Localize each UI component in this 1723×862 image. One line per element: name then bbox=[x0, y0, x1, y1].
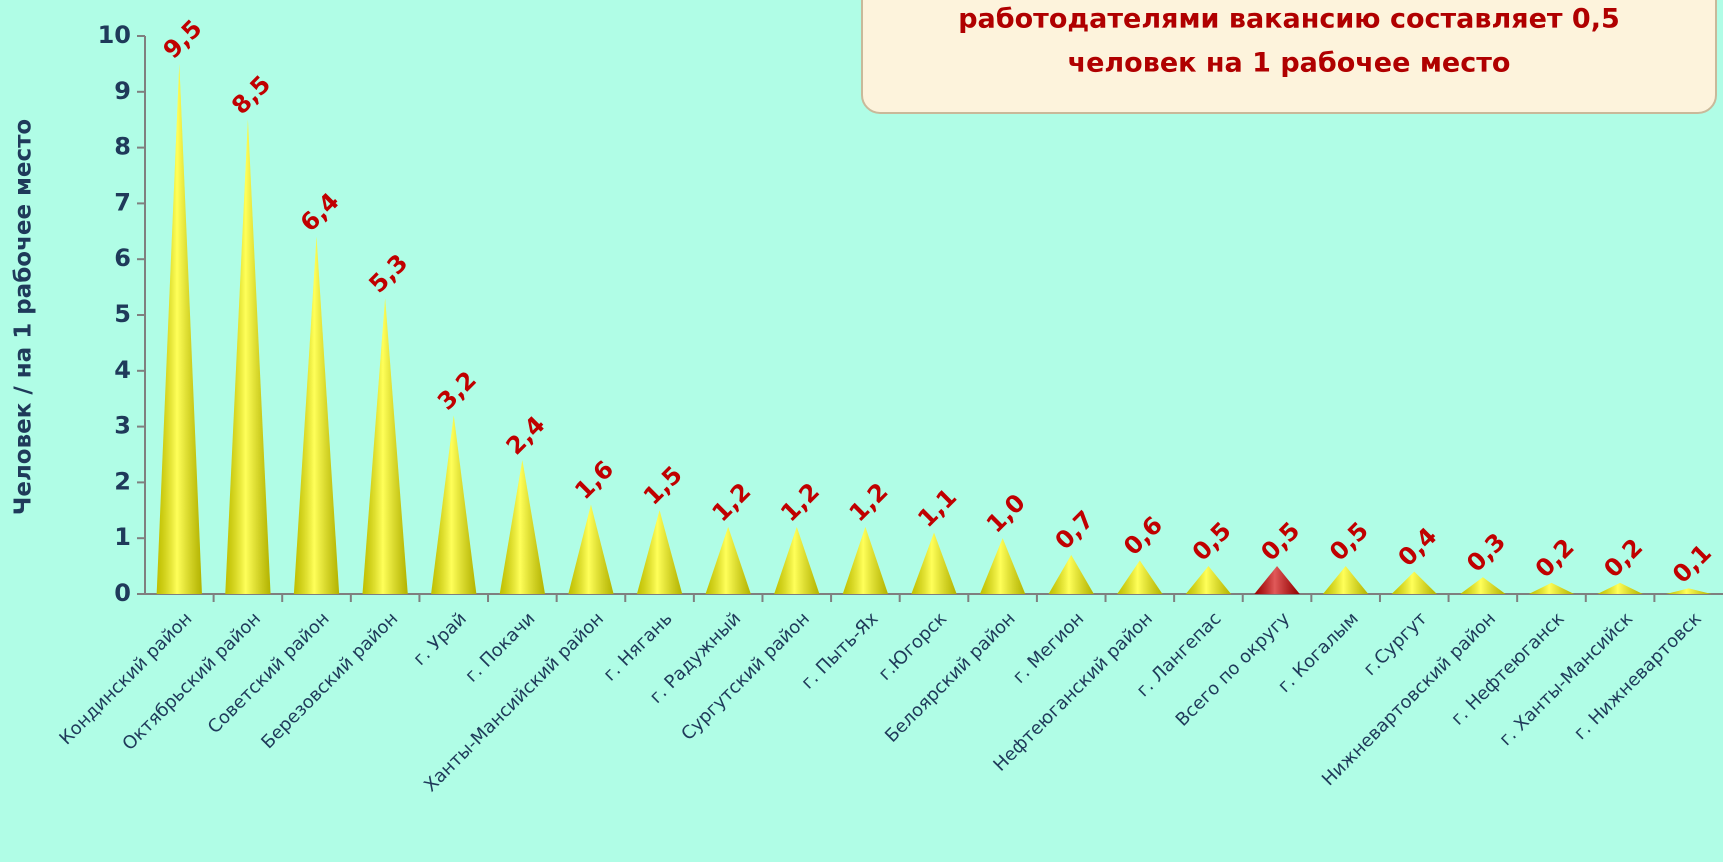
x-tick-label: г. Нефтеюганск bbox=[1447, 608, 1568, 729]
value-label: 0,6 bbox=[1118, 511, 1168, 561]
value-label: 0,5 bbox=[1187, 516, 1237, 566]
value-label: 0,7 bbox=[1050, 505, 1100, 555]
cone-shade bbox=[1323, 566, 1369, 594]
cone-shade bbox=[156, 63, 202, 594]
value-label: 1,6 bbox=[569, 455, 619, 505]
y-tick-label: 2 bbox=[114, 467, 131, 495]
cone-shade bbox=[636, 510, 683, 594]
cone-shade bbox=[842, 527, 889, 594]
value-label: 1,2 bbox=[707, 477, 757, 527]
x-tick-label: Белоярский район bbox=[881, 608, 1020, 747]
x-tick-label: Сургутский район bbox=[677, 608, 814, 745]
annotation: человек на 1 рабочее место bbox=[1068, 48, 1511, 79]
value-label: 1,0 bbox=[981, 489, 1031, 539]
cone-shade bbox=[1391, 571, 1437, 594]
value-label: 0,2 bbox=[1598, 533, 1648, 583]
y-tick-label: 4 bbox=[114, 356, 131, 384]
x-tick-label: Октябрьский район bbox=[118, 608, 265, 755]
value-label: 1,1 bbox=[912, 483, 962, 533]
value-label: 3,2 bbox=[432, 366, 482, 416]
x-tick-label: г. Нижневартовск bbox=[1570, 608, 1706, 744]
x-tick-label: г.Сургут bbox=[1360, 608, 1432, 680]
value-label: 1,5 bbox=[638, 461, 688, 511]
cone-shade bbox=[1254, 566, 1300, 594]
y-tick-label: 1 bbox=[114, 523, 131, 551]
value-label: 1,2 bbox=[775, 477, 825, 527]
cone-shade bbox=[1528, 582, 1575, 594]
cone-shade bbox=[1185, 566, 1232, 594]
y-tick-label: 7 bbox=[114, 188, 131, 216]
y-tick-label: 3 bbox=[114, 412, 131, 440]
value-label: 8,5 bbox=[226, 70, 276, 120]
cone-shade bbox=[1666, 588, 1712, 594]
value-label: 1,2 bbox=[844, 477, 894, 527]
value-label: 5,3 bbox=[363, 249, 413, 299]
x-tick-label: Советский район bbox=[204, 608, 334, 738]
value-label: 6,4 bbox=[295, 187, 345, 237]
value-label: 2,4 bbox=[501, 410, 551, 460]
cone-shade bbox=[499, 460, 545, 594]
y-tick-label: 9 bbox=[114, 77, 131, 105]
value-label: 0,2 bbox=[1530, 533, 1580, 583]
x-tick-label: Всего по округу bbox=[1172, 608, 1295, 731]
cone-shade bbox=[362, 298, 408, 594]
value-label: 0,4 bbox=[1393, 522, 1443, 572]
y-tick-label: 6 bbox=[114, 244, 131, 272]
annotation: работодателями вакансию составляет 0,5 bbox=[958, 4, 1620, 35]
x-tick-label: г. Урай bbox=[409, 608, 471, 670]
cone-shade bbox=[431, 415, 477, 594]
cone-shade bbox=[774, 527, 820, 594]
y-tick-label: 8 bbox=[114, 133, 131, 161]
x-tick-label: Кондинский район bbox=[55, 608, 196, 749]
value-label: 9,5 bbox=[158, 14, 208, 64]
value-label: 0,5 bbox=[1255, 516, 1305, 566]
annotation-box bbox=[861, 0, 1717, 114]
cone-shade bbox=[568, 504, 614, 594]
value-label: 0,1 bbox=[1667, 539, 1717, 589]
cone-shade bbox=[911, 532, 957, 594]
value-label: 0,3 bbox=[1461, 528, 1511, 578]
y-tick-label: 10 bbox=[98, 21, 131, 49]
value-label: 0,5 bbox=[1324, 516, 1374, 566]
cone-shade bbox=[293, 236, 340, 594]
x-tick-label: Березовский район bbox=[257, 608, 402, 753]
cone-shade bbox=[1460, 577, 1506, 594]
x-tick-label: г. Ханты-Мансийск bbox=[1495, 608, 1637, 750]
cone-shade bbox=[1597, 582, 1643, 594]
cone-shade bbox=[705, 527, 751, 594]
cone-shade bbox=[979, 538, 1026, 594]
y-tick-label: 5 bbox=[114, 300, 131, 328]
cone-shade bbox=[1048, 554, 1094, 594]
y-tick-label: 0 bbox=[114, 579, 131, 607]
cone-shade bbox=[1117, 560, 1163, 594]
y-axis-label: Человек / на 1 рабочее место bbox=[11, 119, 37, 515]
cone-shade bbox=[225, 119, 271, 594]
